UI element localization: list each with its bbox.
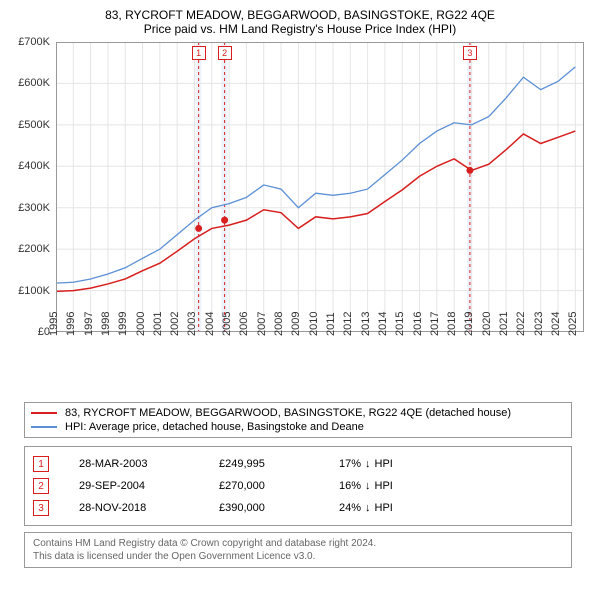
down-arrow-icon: ↓ bbox=[365, 480, 371, 492]
y-axis-label: £500K bbox=[18, 119, 50, 131]
sale-diff-vs: HPI bbox=[375, 502, 393, 514]
sale-diff: 16% ↓ HPI bbox=[339, 480, 393, 492]
x-axis-label: 2020 bbox=[481, 312, 493, 336]
sale-diff-vs: HPI bbox=[375, 458, 393, 470]
sale-number-badge: 1 bbox=[33, 456, 49, 472]
sale-number-badge: 3 bbox=[33, 500, 49, 516]
y-axis-label: £200K bbox=[18, 243, 50, 255]
chart-subtitle: Price paid vs. HM Land Registry's House … bbox=[10, 22, 590, 36]
x-axis-label: 2011 bbox=[325, 312, 337, 336]
chart-title: 83, RYCROFT MEADOW, BEGGARWOOD, BASINGST… bbox=[10, 8, 590, 22]
sale-row: 1 28-MAR-2003 £249,995 17% ↓ HPI bbox=[33, 453, 563, 475]
sale-date: 28-NOV-2018 bbox=[79, 502, 189, 514]
x-axis-label: 1999 bbox=[117, 312, 129, 336]
chart-svg bbox=[56, 42, 584, 332]
attribution-line: This data is licensed under the Open Gov… bbox=[33, 550, 563, 563]
attribution-line: Contains HM Land Registry data © Crown c… bbox=[33, 537, 563, 550]
down-arrow-icon: ↓ bbox=[365, 458, 371, 470]
x-axis-label: 2009 bbox=[290, 312, 302, 336]
legend-swatch bbox=[31, 426, 57, 428]
x-axis-label: 2013 bbox=[360, 312, 372, 336]
y-axis-label: £300K bbox=[18, 202, 50, 214]
x-axis-label: 2025 bbox=[567, 312, 579, 336]
chart-container: 83, RYCROFT MEADOW, BEGGARWOOD, BASINGST… bbox=[0, 0, 600, 578]
sale-number-badge: 2 bbox=[33, 478, 49, 494]
sale-price: £249,995 bbox=[219, 458, 309, 470]
legend-label: HPI: Average price, detached house, Basi… bbox=[65, 421, 364, 433]
legend-label: 83, RYCROFT MEADOW, BEGGARWOOD, BASINGST… bbox=[65, 407, 511, 419]
x-axis-label: 2014 bbox=[377, 312, 389, 336]
y-axis-label: £100K bbox=[18, 285, 50, 297]
x-axis-label: 1995 bbox=[48, 312, 60, 336]
sale-diff-pct: 16% bbox=[339, 480, 361, 492]
sales-table: 1 28-MAR-2003 £249,995 17% ↓ HPI 2 29-SEP-2004 £… bbox=[24, 446, 572, 526]
x-axis-label: 2008 bbox=[273, 312, 285, 336]
sale-marker-label: 2 bbox=[218, 46, 232, 60]
y-axis-label: £700K bbox=[18, 36, 50, 48]
x-axis-label: 2022 bbox=[515, 312, 527, 336]
sale-price: £390,000 bbox=[219, 502, 309, 514]
x-axis-label: 2000 bbox=[135, 312, 147, 336]
x-axis-label: 2015 bbox=[394, 312, 406, 336]
sale-row: 3 28-NOV-2018 £390,000 24% ↓ HPI bbox=[33, 497, 563, 519]
sale-row: 2 29-SEP-2004 £270,000 16% ↓ HPI bbox=[33, 475, 563, 497]
x-axis-label: 1997 bbox=[83, 312, 95, 336]
sale-diff-vs: HPI bbox=[375, 480, 393, 492]
sale-marker-label: 1 bbox=[192, 46, 206, 60]
x-axis-label: 2024 bbox=[550, 312, 562, 336]
legend-item: HPI: Average price, detached house, Basi… bbox=[31, 420, 565, 434]
x-axis-label: 2007 bbox=[256, 312, 268, 336]
sale-marker-label: 3 bbox=[463, 46, 477, 60]
down-arrow-icon: ↓ bbox=[365, 502, 371, 514]
x-axis-label: 2004 bbox=[204, 312, 216, 336]
x-axis-label: 2003 bbox=[186, 312, 198, 336]
x-axis-label: 2012 bbox=[342, 312, 354, 336]
sale-diff: 24% ↓ HPI bbox=[339, 502, 393, 514]
legend-item: 83, RYCROFT MEADOW, BEGGARWOOD, BASINGST… bbox=[31, 406, 565, 420]
attribution-box: Contains HM Land Registry data © Crown c… bbox=[24, 532, 572, 568]
sale-diff-pct: 24% bbox=[339, 502, 361, 514]
x-axis-label: 2002 bbox=[169, 312, 181, 336]
sale-date: 28-MAR-2003 bbox=[79, 458, 189, 470]
x-axis-label: 2016 bbox=[412, 312, 424, 336]
y-axis-label: £600K bbox=[18, 77, 50, 89]
x-axis-label: 2019 bbox=[463, 312, 475, 336]
sale-diff-pct: 17% bbox=[339, 458, 361, 470]
x-axis-label: 2017 bbox=[429, 312, 441, 336]
x-axis-label: 2006 bbox=[238, 312, 250, 336]
legend-swatch bbox=[31, 412, 57, 414]
sale-date: 29-SEP-2004 bbox=[79, 480, 189, 492]
legend-box: 83, RYCROFT MEADOW, BEGGARWOOD, BASINGST… bbox=[24, 402, 572, 438]
x-axis-label: 2023 bbox=[533, 312, 545, 336]
sale-diff: 17% ↓ HPI bbox=[339, 458, 393, 470]
y-axis-label: £400K bbox=[18, 160, 50, 172]
x-axis-label: 2005 bbox=[221, 312, 233, 336]
sale-price: £270,000 bbox=[219, 480, 309, 492]
x-axis-label: 2001 bbox=[152, 312, 164, 336]
chart-plot-area: £0£100K£200K£300K£400K£500K£600K£700K199… bbox=[10, 42, 590, 362]
x-axis-label: 2010 bbox=[308, 312, 320, 336]
x-axis-label: 1996 bbox=[65, 312, 77, 336]
x-axis-label: 2018 bbox=[446, 312, 458, 336]
x-axis-label: 2021 bbox=[498, 312, 510, 336]
x-axis-label: 1998 bbox=[100, 312, 112, 336]
